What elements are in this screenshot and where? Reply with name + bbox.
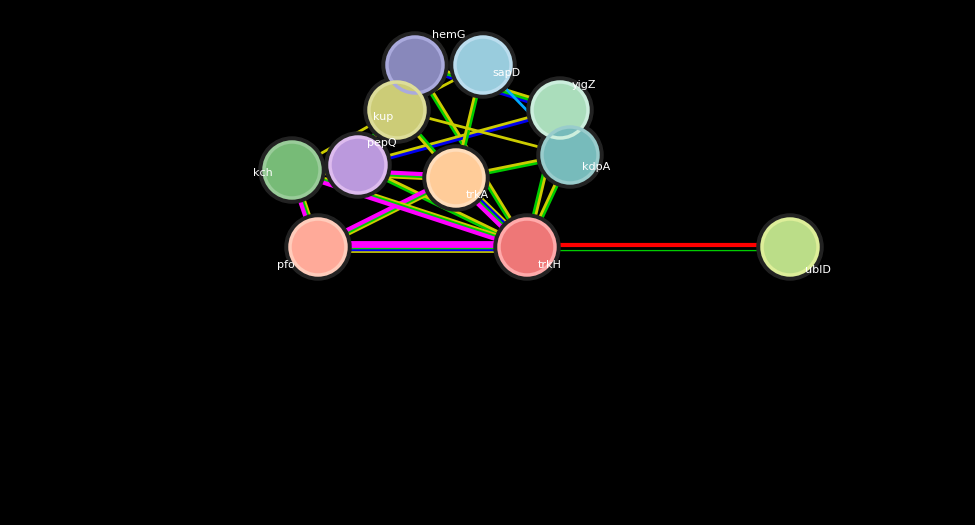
Circle shape [455,37,511,93]
Text: trkA: trkA [466,190,489,200]
Circle shape [548,133,592,177]
Circle shape [537,122,604,188]
Circle shape [393,43,437,87]
Circle shape [449,32,516,98]
Circle shape [364,77,430,143]
Circle shape [428,150,484,206]
Text: sapD: sapD [492,68,520,78]
Circle shape [434,156,478,200]
Circle shape [382,32,448,98]
Circle shape [369,82,425,138]
Circle shape [526,77,593,143]
Circle shape [264,142,320,198]
Text: kdpA: kdpA [582,162,610,172]
Text: hemG: hemG [432,30,465,40]
Circle shape [757,214,823,280]
Circle shape [330,137,386,193]
Circle shape [375,88,419,132]
Text: trkH: trkH [538,260,562,270]
Circle shape [542,127,598,183]
Text: pepQ: pepQ [367,138,397,148]
Circle shape [285,214,351,280]
Circle shape [499,219,555,275]
Circle shape [762,219,818,275]
Text: kup: kup [373,112,393,122]
Circle shape [505,225,549,269]
Circle shape [259,137,325,203]
Circle shape [494,214,560,280]
Circle shape [768,225,812,269]
Circle shape [296,225,340,269]
Text: ubID: ubID [805,265,831,275]
Circle shape [325,132,391,198]
Circle shape [336,143,380,187]
Circle shape [423,145,489,211]
Circle shape [532,82,588,138]
Circle shape [387,37,443,93]
Text: yigZ: yigZ [572,80,597,90]
Circle shape [538,88,582,132]
Circle shape [290,219,346,275]
Text: kch: kch [253,168,273,178]
Circle shape [461,43,505,87]
Circle shape [270,148,314,192]
Text: pfo: pfo [277,260,294,270]
